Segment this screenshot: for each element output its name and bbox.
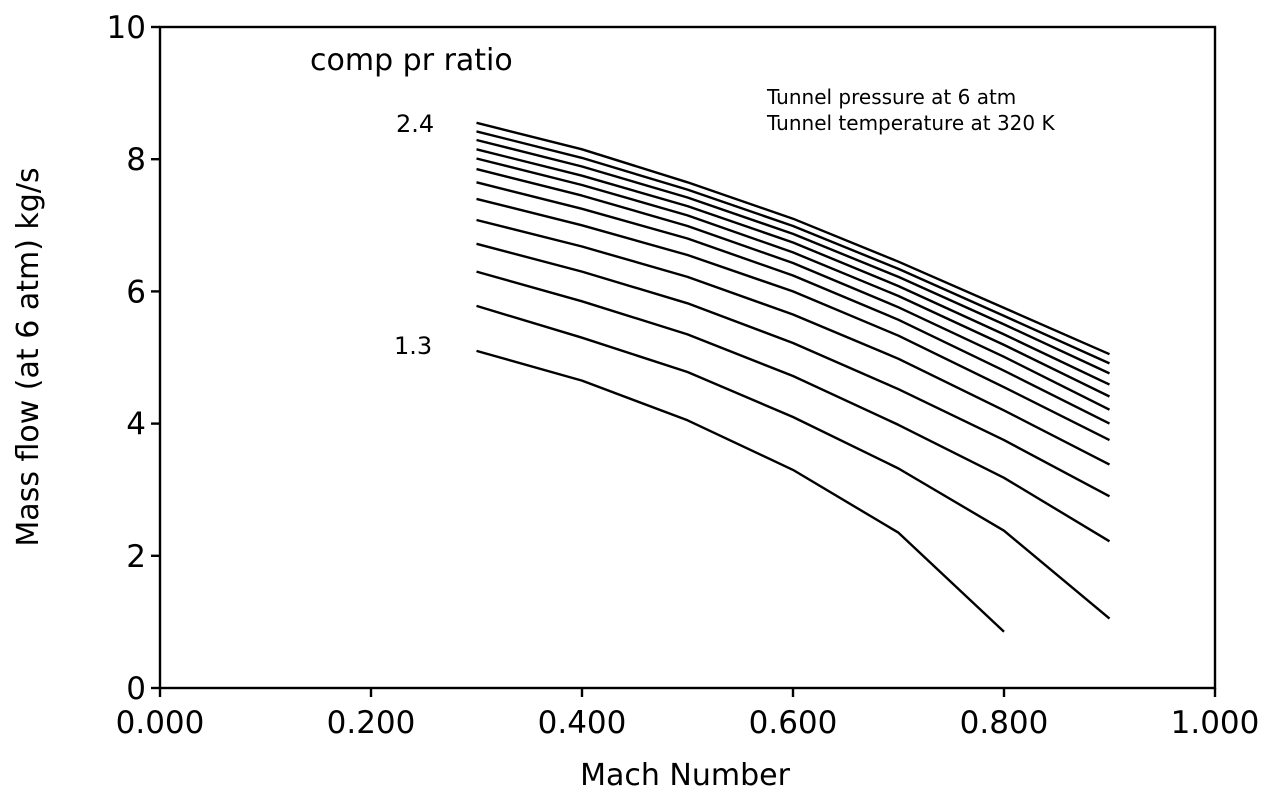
series-line-1 (476, 121, 1110, 356)
series-line-6 (476, 167, 1111, 411)
series-line-11 (476, 270, 1111, 543)
series-line-5 (476, 157, 1111, 398)
series-line-8 (476, 197, 1111, 442)
series-line-3 (476, 138, 1111, 375)
plot-frame (158, 25, 1217, 690)
x-tick-label: 0.800 (960, 705, 1049, 741)
legend-title: comp pr ratio (310, 43, 513, 78)
annotation-pressure: Tunnel pressure at 6 atm (766, 85, 1016, 109)
series-line-13 (476, 349, 1005, 633)
series-line-9 (476, 218, 1111, 466)
series-line-2 (476, 130, 1110, 365)
axes: 0.000 0.200 0.400 0.600 0.800 1.000 0 2 4 6 8 10 (107, 10, 1260, 741)
x-tick-label: 0.200 (327, 705, 416, 741)
y-axis-label: Mass flow (at 6 atm) kg/s (11, 167, 46, 546)
x-tick-label: 0.600 (749, 705, 838, 741)
x-tick-label: 0.400 (538, 705, 627, 741)
series-lines (476, 121, 1111, 633)
series-line-4 (476, 148, 1111, 386)
x-tick-label: 1.000 (1171, 705, 1260, 741)
annotation-temperature: Tunnel temperature at 320 K (766, 111, 1055, 135)
y-tick-label: 2 (126, 539, 146, 575)
series-label-bottom: 1.3 (394, 332, 432, 360)
y-tick-label: 6 (126, 274, 146, 310)
y-tick-label: 10 (107, 10, 146, 46)
y-tick-label: 8 (126, 142, 146, 178)
series-label-top: 2.4 (396, 110, 434, 138)
y-tick-label: 4 (126, 407, 146, 443)
labels: Mach Number Mass flow (at 6 atm) kg/s co… (11, 43, 1055, 793)
series-line-12 (476, 304, 1111, 620)
series-line-10 (476, 242, 1111, 498)
y-tick-label: 0 (126, 671, 146, 707)
x-axis-label: Mach Number (580, 758, 790, 793)
x-tick-label: 0.000 (116, 705, 205, 741)
series-line-7 (476, 181, 1111, 425)
